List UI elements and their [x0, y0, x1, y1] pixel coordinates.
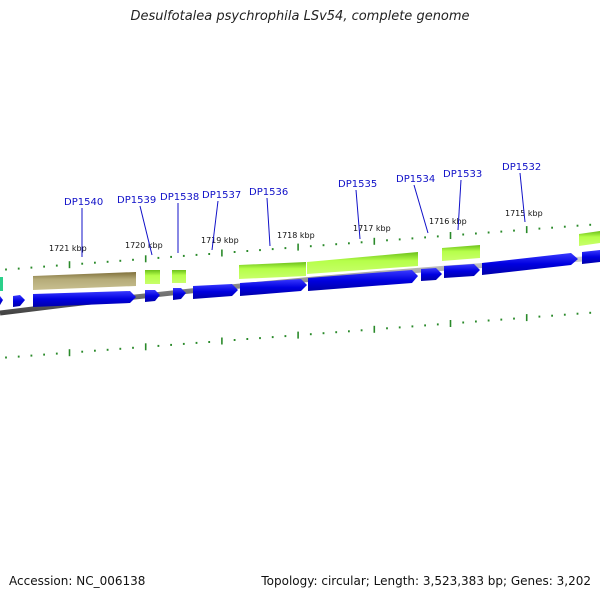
gene-labels: DP1540 DP1539 DP1538 DP1537 DP1536 DP153…	[64, 162, 541, 208]
leader-line	[413, 184, 429, 234]
inner-scale-ticks	[5, 311, 592, 359]
feature-block	[145, 270, 160, 284]
accession-text: Accession: NC_006138	[9, 574, 146, 588]
feature-block	[442, 245, 480, 261]
gene-label[interactable]: DP1536	[249, 187, 288, 198]
kbp-label: 1719 kbp	[201, 236, 239, 245]
kbp-label: 1716 kbp	[429, 217, 467, 226]
gene-label[interactable]: DP1533	[443, 169, 482, 180]
leader-line	[457, 179, 462, 231]
cds-arrow	[173, 288, 186, 300]
cds-arrow	[193, 284, 238, 299]
cds-arrow	[421, 268, 442, 281]
gene-label[interactable]: DP1535	[338, 179, 377, 190]
cds-arrow	[33, 291, 136, 307]
gene-label[interactable]: DP1538	[160, 192, 199, 203]
cds-arrow	[240, 279, 307, 296]
leader-line	[355, 189, 361, 240]
leader-line	[139, 205, 153, 256]
kbp-label: 1717 kbp	[353, 224, 391, 233]
feature-block	[579, 231, 600, 246]
genome-summary-text: Topology: circular; Length: 3,523,383 bp…	[261, 574, 591, 588]
kbp-label: 1718 kbp	[277, 231, 315, 240]
gene-label[interactable]: DP1540	[64, 197, 103, 208]
gene-label[interactable]: DP1537	[202, 190, 241, 201]
leader-line	[211, 200, 219, 251]
cds-arrow	[444, 264, 480, 278]
feature-block	[33, 272, 136, 290]
genome-title: Desulfotalea psychrophila LSv54, complet…	[130, 9, 470, 24]
outer-scale-ticks	[5, 223, 592, 271]
kbp-label: 1721 kbp	[49, 244, 87, 253]
cds-arrow	[145, 290, 160, 302]
cds-arrow	[308, 270, 418, 291]
feature-track	[0, 231, 600, 291]
feature-block	[0, 277, 3, 291]
feature-block	[307, 252, 418, 274]
cds-arrow	[482, 253, 578, 275]
leader-line	[266, 197, 271, 247]
leader-line	[519, 172, 526, 223]
feature-block	[172, 270, 186, 283]
gene-label[interactable]: DP1534	[396, 174, 435, 185]
cds-arrow	[582, 250, 600, 264]
feature-block	[239, 262, 306, 279]
cds-track	[0, 250, 600, 307]
gene-leader-lines	[81, 172, 526, 257]
kbp-label: 1720 kbp	[125, 241, 163, 250]
gene-label[interactable]: DP1532	[502, 162, 541, 173]
cds-arrow	[0, 296, 3, 305]
cds-arrow	[13, 295, 25, 307]
gene-label[interactable]: DP1539	[117, 195, 156, 206]
